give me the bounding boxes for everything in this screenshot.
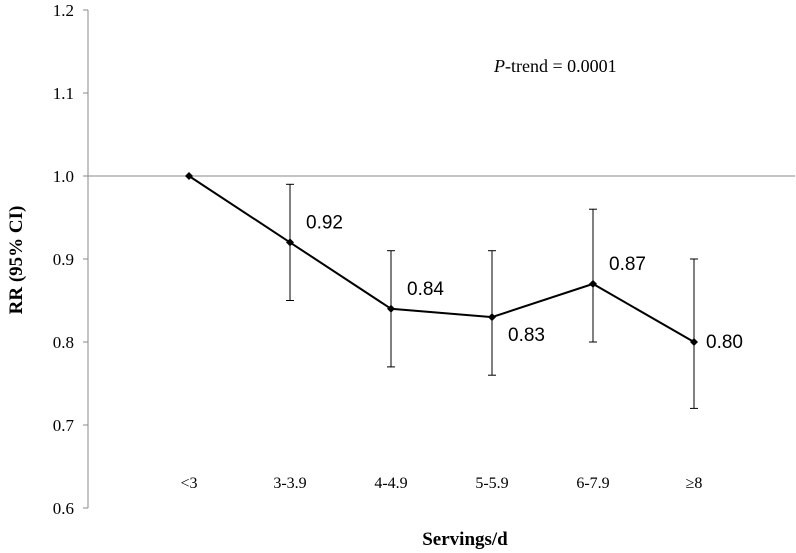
data-label: 0.83	[508, 325, 545, 346]
x-category-label: 4-4.9	[374, 475, 407, 492]
data-point	[488, 313, 496, 322]
y-tick-label: 1.2	[53, 1, 74, 20]
p-trend-text: -trend = 0.0001	[505, 56, 617, 76]
y-tick-label: 0.9	[53, 250, 74, 269]
y-axis: 0.6 0.7 0.8 0.9 1.0 1.1 1.2	[53, 1, 89, 518]
data-point	[589, 279, 597, 288]
data-point	[387, 304, 395, 313]
x-category-label: <3	[180, 475, 197, 492]
y-tick-label: 0.7	[53, 416, 75, 435]
series-polyline	[188, 175, 695, 343]
error-bar	[488, 250, 496, 376]
data-label: 0.80	[706, 332, 743, 353]
data-label: 0.92	[306, 212, 343, 233]
data-point	[185, 172, 193, 180]
y-tick-label: 1.1	[53, 84, 74, 103]
x-category-label: 5-5.9	[475, 475, 508, 492]
data-label: 0.84	[407, 279, 444, 300]
y-axis-title: RR (95% CI)	[6, 206, 27, 315]
category-labels: <3 3-3.9 4-4.9 5-5.9 6-7.9 ≥8	[180, 475, 702, 492]
error-bar	[690, 258, 698, 409]
data-labels: 0.92 0.84 0.83 0.87 0.80	[306, 212, 743, 353]
error-bar	[589, 208, 597, 343]
p-trend-italic: P	[493, 56, 505, 76]
p-trend-annotation: P-trend = 0.0001	[493, 56, 617, 76]
data-label: 0.87	[609, 254, 646, 275]
x-category-label: 3-3.9	[273, 475, 306, 492]
data-point	[690, 338, 698, 346]
error-bars	[286, 183, 698, 409]
data-point	[286, 238, 294, 247]
y-tick-label: 0.8	[53, 333, 74, 352]
series-line	[185, 172, 698, 346]
y-tick-label: 1.0	[53, 167, 74, 186]
x-category-label: ≥8	[686, 475, 703, 492]
y-tick-label: 0.6	[53, 499, 74, 518]
x-axis-title: Servings/d	[422, 529, 508, 550]
x-category-label: 6-7.9	[576, 475, 609, 492]
